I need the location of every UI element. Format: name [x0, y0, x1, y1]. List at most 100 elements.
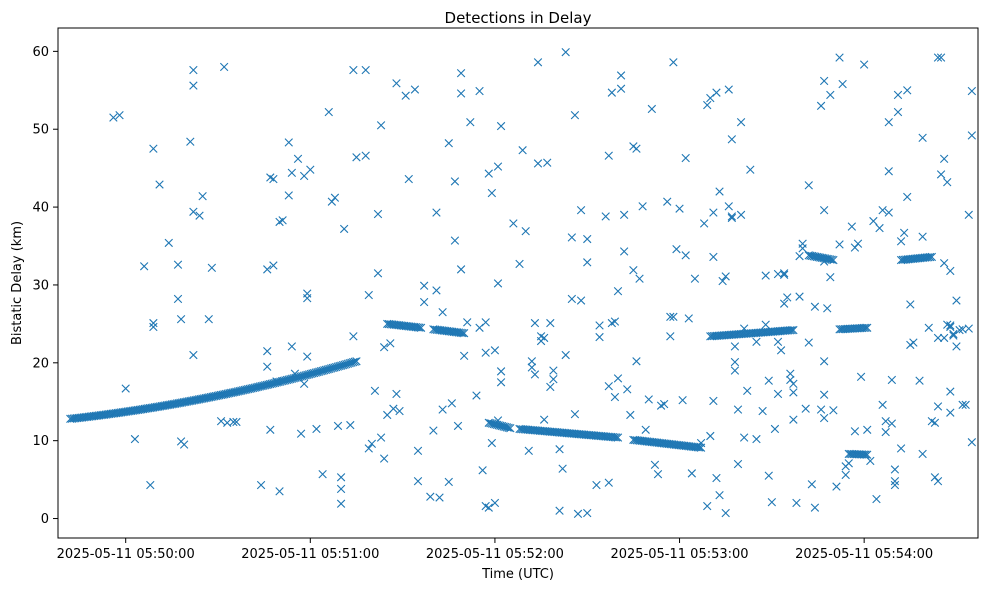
- detection-point: [330, 193, 340, 202]
- detection-point: [666, 332, 675, 341]
- detection-point: [810, 302, 820, 311]
- track-point: [184, 397, 194, 406]
- detection-point: [961, 400, 970, 410]
- detection-point: [850, 427, 860, 436]
- track-point: [809, 252, 818, 261]
- detection-point: [893, 90, 903, 100]
- track-point: [155, 402, 165, 411]
- detection-point: [349, 332, 358, 341]
- x-tick-label: 2025-05-11 05:54:00: [795, 547, 933, 562]
- track-point: [296, 372, 305, 381]
- detection-point: [835, 240, 844, 249]
- detection-point: [650, 460, 660, 469]
- detection-point: [173, 260, 183, 269]
- detection-point: [856, 372, 866, 382]
- track-point: [863, 450, 872, 459]
- detection-point: [232, 417, 241, 427]
- detection-point: [219, 62, 229, 72]
- track-point: [137, 405, 146, 414]
- chart-title: Detections in Delay: [445, 9, 592, 27]
- track-point: [250, 383, 260, 392]
- detection-point: [823, 304, 832, 313]
- detection-point: [819, 413, 829, 423]
- track-point: [238, 386, 248, 395]
- detection-point: [946, 408, 955, 417]
- detection-point: [816, 405, 826, 414]
- detection-point: [543, 158, 552, 167]
- track-point: [301, 371, 310, 380]
- detection-point: [595, 332, 604, 342]
- detection-point: [761, 320, 770, 329]
- x-axis: 2025-05-11 05:50:00 2025-05-11 05:51:00 20…: [57, 538, 933, 562]
- detection-point: [779, 299, 789, 308]
- detection-point: [524, 446, 533, 455]
- track-point: [223, 389, 232, 398]
- detection-point: [373, 269, 383, 278]
- x-tick-label: 2025-05-11 05:53:00: [610, 547, 748, 562]
- detection-point: [635, 274, 644, 283]
- detection-point: [721, 508, 730, 518]
- detection-point: [933, 402, 943, 411]
- detection-point: [663, 197, 672, 206]
- detection-point: [743, 386, 752, 396]
- detection-point: [296, 429, 306, 438]
- track-point: [177, 398, 187, 407]
- detection-point: [263, 265, 272, 274]
- detection-point: [558, 464, 567, 473]
- track-point: [147, 403, 156, 412]
- track-point: [237, 386, 246, 395]
- detection-point: [801, 404, 810, 413]
- x-tick-label: 2025-05-11 05:50:00: [57, 547, 195, 562]
- detection-point: [967, 438, 977, 447]
- track-point: [176, 398, 185, 408]
- detection-point: [721, 272, 730, 281]
- detection-point: [496, 367, 506, 376]
- detection-point: [438, 308, 447, 317]
- detection-point: [896, 237, 906, 246]
- detection-point: [493, 416, 503, 425]
- track-point: [255, 382, 265, 391]
- detection-point: [752, 434, 761, 444]
- detection-point: [906, 300, 915, 309]
- track-point: [162, 401, 172, 410]
- detection-point: [903, 192, 912, 202]
- track-point: [298, 371, 307, 381]
- track-point: [925, 252, 935, 262]
- track-point: [142, 404, 151, 413]
- detection-point: [352, 153, 361, 162]
- detection-point: [819, 390, 829, 399]
- detection-point: [930, 473, 940, 482]
- track-point: [164, 400, 173, 410]
- detection-point: [484, 169, 493, 178]
- detection-point: [189, 81, 198, 90]
- detection-point: [712, 88, 721, 97]
- track-point: [612, 433, 621, 442]
- detection-point: [875, 223, 884, 233]
- detection-point: [943, 177, 952, 187]
- detection-point: [684, 314, 693, 323]
- detection-point: [946, 321, 955, 330]
- detection-point: [444, 139, 453, 148]
- track-point: [859, 323, 868, 333]
- detection-point: [432, 208, 441, 217]
- detection-point: [669, 312, 678, 322]
- detection-point: [783, 293, 792, 302]
- track-point: [201, 393, 210, 403]
- detection-point: [481, 318, 490, 327]
- detection-point: [481, 348, 490, 357]
- detection-point: [936, 53, 946, 62]
- detection-point: [887, 375, 897, 385]
- track-point: [179, 398, 188, 407]
- track-point: [154, 402, 163, 411]
- detection-point: [290, 369, 300, 378]
- detection-point: [819, 206, 829, 215]
- detection-point: [527, 363, 537, 372]
- detection-point: [730, 342, 740, 351]
- detection-point: [149, 144, 158, 153]
- plot-area: [66, 47, 977, 519]
- detection-point: [216, 417, 226, 426]
- detection-point: [946, 387, 955, 396]
- track-point: [194, 395, 204, 404]
- track-point: [506, 424, 515, 433]
